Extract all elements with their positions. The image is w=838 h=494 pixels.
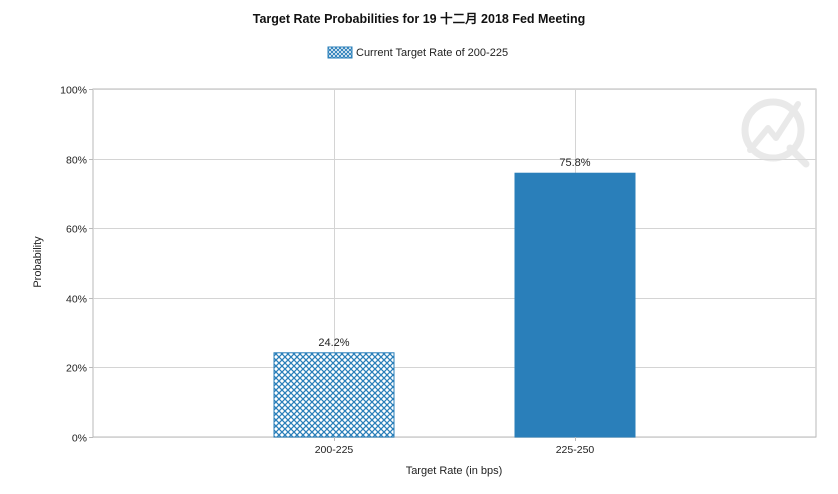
y-tick-label: 100% <box>60 85 87 97</box>
y-tick-label: 40% <box>66 294 87 306</box>
x-tick-label: 225-250 <box>556 444 595 456</box>
legend-swatch <box>327 46 353 59</box>
watermark-logo <box>741 98 810 168</box>
legend-label: Current Target Rate of 200-225 <box>356 47 508 59</box>
y-tick-label: 20% <box>66 363 87 375</box>
bar <box>514 172 636 438</box>
plot-area-border <box>92 88 817 438</box>
axes: 0% 20% 40% 60% 80% 100% 200-225 225-250 <box>60 85 594 457</box>
chart-title: Target Rate Probabilities for 19 十二月 201… <box>253 11 586 26</box>
bar <box>273 352 395 438</box>
y-axis-label: Probability <box>32 236 44 288</box>
bar-data-label: 75.8% <box>559 157 590 169</box>
legend: Current Target Rate of 200-225 <box>327 46 508 59</box>
bar-data-label: 24.2% <box>318 337 349 349</box>
bars: 24.2% 75.8% <box>273 157 636 438</box>
y-tick-label: 0% <box>72 433 87 445</box>
x-tick-label: 200-225 <box>315 444 354 456</box>
y-tick-label: 60% <box>66 224 87 236</box>
y-tick-label: 80% <box>66 155 87 167</box>
grid <box>92 88 817 438</box>
x-axis-label: Target Rate (in bps) <box>406 465 503 477</box>
